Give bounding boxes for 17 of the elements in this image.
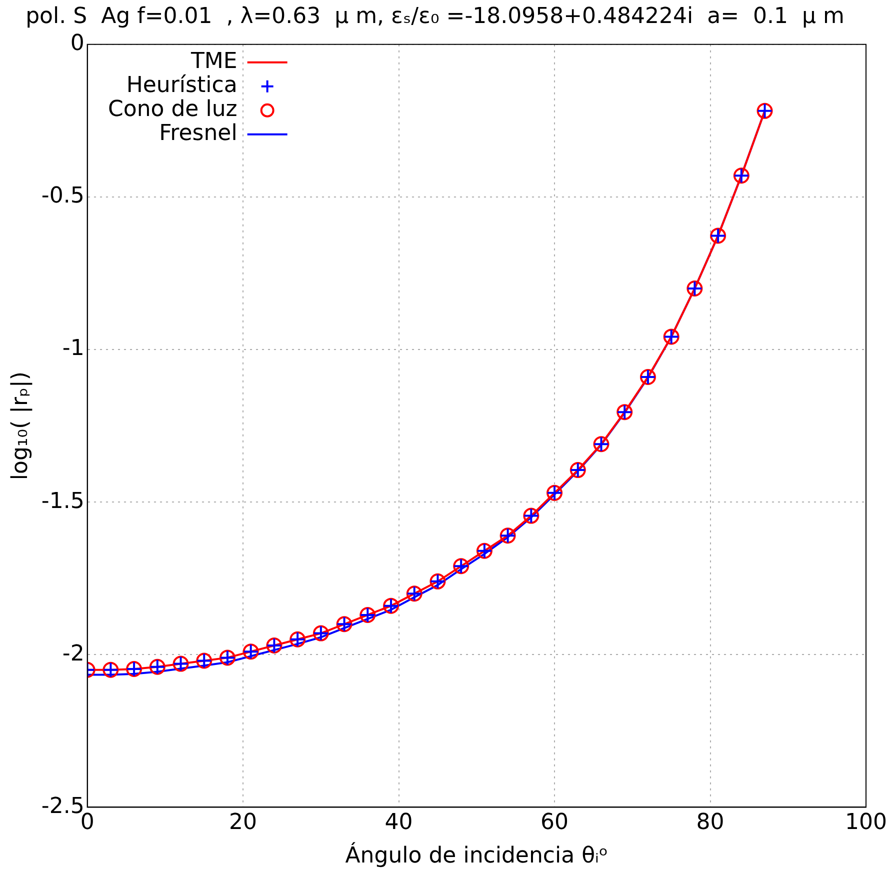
y-tick-label: -2: [62, 641, 84, 666]
x-tick-label: 40: [384, 810, 413, 836]
legend-label: TME: [190, 49, 238, 74]
y-axis-title: log₁₀( |rₚ|): [8, 371, 33, 480]
x-tick-label: 100: [845, 810, 887, 836]
x-tick-label: 80: [696, 810, 724, 836]
legend-label: Fresnel: [159, 121, 238, 146]
legend-label: Cono de luz: [108, 97, 238, 122]
y-tick-label: -1.5: [41, 488, 84, 514]
x-tick-label: 20: [229, 810, 258, 836]
y-tick-label: -0.5: [41, 184, 84, 209]
x-axis-title: Ángulo de incidencia θᵢᵒ: [345, 842, 608, 869]
x-tick-label: 60: [540, 810, 569, 836]
legend-label: Heurística: [126, 73, 238, 98]
y-tick-label: -1: [62, 336, 84, 362]
y-tick-label: 0: [70, 31, 84, 56]
chart-title: pol. S Ag f=0.01 , λ=0.63 μ m, εₛ/ε₀ =-18.0958+0.484224i a= 0.1 μ m: [26, 4, 844, 29]
